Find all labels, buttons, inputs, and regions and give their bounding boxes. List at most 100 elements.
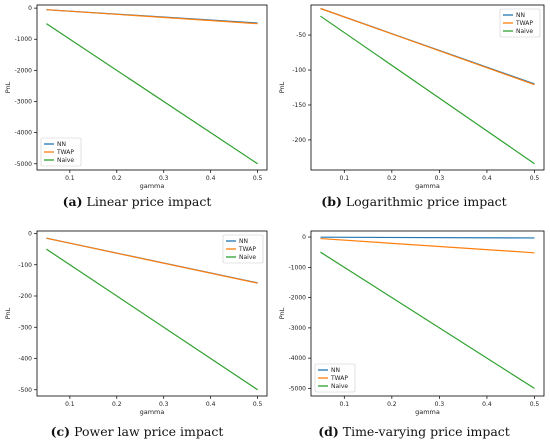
y-tick-label: -400 <box>18 356 32 363</box>
plot-frame <box>36 230 268 397</box>
legend-box <box>222 234 264 264</box>
legend-entry: Naive <box>239 254 256 261</box>
series-line-naive <box>320 251 535 389</box>
plot-frame <box>310 230 545 397</box>
legend-entry: Naive <box>516 28 533 35</box>
y-tick-label: -300 <box>18 324 32 331</box>
y-tick-label: -150 <box>292 102 306 109</box>
x-tick-label: 0.2 <box>387 175 397 182</box>
chart-panel-3: 0.1 0.2 0.3 0.4 0.5 0 -100 -200 -300 -400 -500 gamm… <box>4 230 268 439</box>
series-line-naive <box>320 15 535 165</box>
series-line-naive <box>46 23 258 165</box>
x-tick-label: 0.3 <box>159 175 169 182</box>
legend-entry: NN <box>239 238 248 245</box>
legend-box <box>499 8 541 38</box>
y-tick-label: -3000 <box>289 325 307 332</box>
y-tick-label: -1000 <box>289 264 307 271</box>
legend-box <box>314 363 356 393</box>
x-tick-label: 0.5 <box>253 175 263 182</box>
caption-text: Time-varying price impact <box>339 424 510 439</box>
x-tick-label: 0.3 <box>435 175 445 182</box>
caption-letter: (c) <box>51 424 70 439</box>
x-axis-label: gamma <box>140 408 165 416</box>
caption-letter: (a) <box>63 194 83 209</box>
caption-text: Power law price impact <box>70 424 223 439</box>
x-tick-label: 0.2 <box>112 175 122 182</box>
legend-entry: NN <box>57 141 66 148</box>
y-tick-label: -1000 <box>15 36 33 43</box>
series-line-twap <box>320 7 535 86</box>
panel-caption: (a) Linear price impact <box>63 194 212 209</box>
y-axis-label: PnL <box>278 81 286 93</box>
legend-entry: NN <box>331 367 340 374</box>
chart-panel-4: 0.1 0.2 0.3 0.4 0.5 0 -1000 -2000 -3000 -4000 -500… <box>278 230 545 439</box>
y-tick-label: -2000 <box>289 295 307 302</box>
y-tick-label: -3000 <box>15 99 33 106</box>
caption-letter: (b) <box>321 194 342 209</box>
y-axis-label: PnL <box>4 307 12 319</box>
legend-entry: TWAP <box>238 246 256 253</box>
caption-letter: (d) <box>318 424 339 439</box>
x-tick-label: 0.3 <box>435 401 445 408</box>
x-tick-label: 0.1 <box>340 401 350 408</box>
y-axis-label: PnL <box>278 307 286 319</box>
legend-entry: TWAP <box>330 375 348 382</box>
x-tick-label: 0.1 <box>65 175 75 182</box>
plot-frame <box>36 4 268 171</box>
x-tick-label: 0.1 <box>65 401 75 408</box>
x-axis-label: gamma <box>415 182 440 190</box>
y-axis-label: PnL <box>4 81 12 93</box>
x-tick-label: 0.5 <box>530 175 540 182</box>
y-tick-label: -2000 <box>15 67 33 74</box>
y-tick-label: 0 <box>28 231 32 238</box>
series-line-nn <box>320 236 535 239</box>
y-tick-label: -4000 <box>289 355 307 362</box>
x-tick-label: 0.4 <box>206 401 216 408</box>
y-tick-label: -50 <box>296 32 306 39</box>
legend-entry: Naive <box>331 383 348 390</box>
x-tick-label: 0.4 <box>482 175 492 182</box>
legend-entry: TWAP <box>515 20 533 27</box>
series-line-twap <box>46 237 258 284</box>
x-tick-label: 0.4 <box>482 401 492 408</box>
legend-entry: TWAP <box>56 149 74 156</box>
chart-panel-1: 0.1 0.2 0.3 0.4 0.5 0 -1000 -2000 -3000 -4000 -500… <box>4 4 268 209</box>
series-line-twap <box>320 237 535 254</box>
y-tick-label: -200 <box>292 137 306 144</box>
x-tick-label: 0.2 <box>387 401 397 408</box>
x-axis-label: gamma <box>140 182 165 190</box>
y-tick-label: -100 <box>292 67 306 74</box>
y-tick-label: 0 <box>302 234 306 241</box>
plot-frame <box>310 4 545 171</box>
y-tick-label: -100 <box>18 262 32 269</box>
y-tick-label: -200 <box>18 293 32 300</box>
legend-entry: Naive <box>57 157 74 164</box>
x-tick-label: 0.3 <box>159 401 169 408</box>
caption-text: Logarithmic price impact <box>342 194 507 209</box>
series-line-twap <box>46 9 258 25</box>
series-line-naive <box>46 248 258 391</box>
panel-caption: (c) Power law price impact <box>51 424 224 439</box>
y-tick-label: -5000 <box>15 161 33 168</box>
x-tick-label: 0.5 <box>530 401 540 408</box>
x-tick-label: 0.1 <box>340 175 350 182</box>
x-tick-label: 0.4 <box>206 175 216 182</box>
x-tick-label: 0.2 <box>112 401 122 408</box>
panel-caption: (d) Time-varying price impact <box>318 424 510 439</box>
x-tick-label: 0.5 <box>253 401 263 408</box>
x-axis-label: gamma <box>415 408 440 416</box>
chart-panel-2: 0.1 0.2 0.3 0.4 0.5 -50 -100 -150 -200 gamma PnL NN… <box>278 4 545 209</box>
legend-entry: NN <box>516 12 525 19</box>
caption-text: Linear price impact <box>83 194 212 209</box>
y-tick-label: -500 <box>18 387 32 394</box>
y-tick-label: 0 <box>28 5 32 12</box>
panel-caption: (b) Logarithmic price impact <box>321 194 506 209</box>
y-tick-label: -4000 <box>15 130 33 137</box>
legend-box <box>40 137 82 167</box>
y-tick-label: -5000 <box>289 385 307 392</box>
